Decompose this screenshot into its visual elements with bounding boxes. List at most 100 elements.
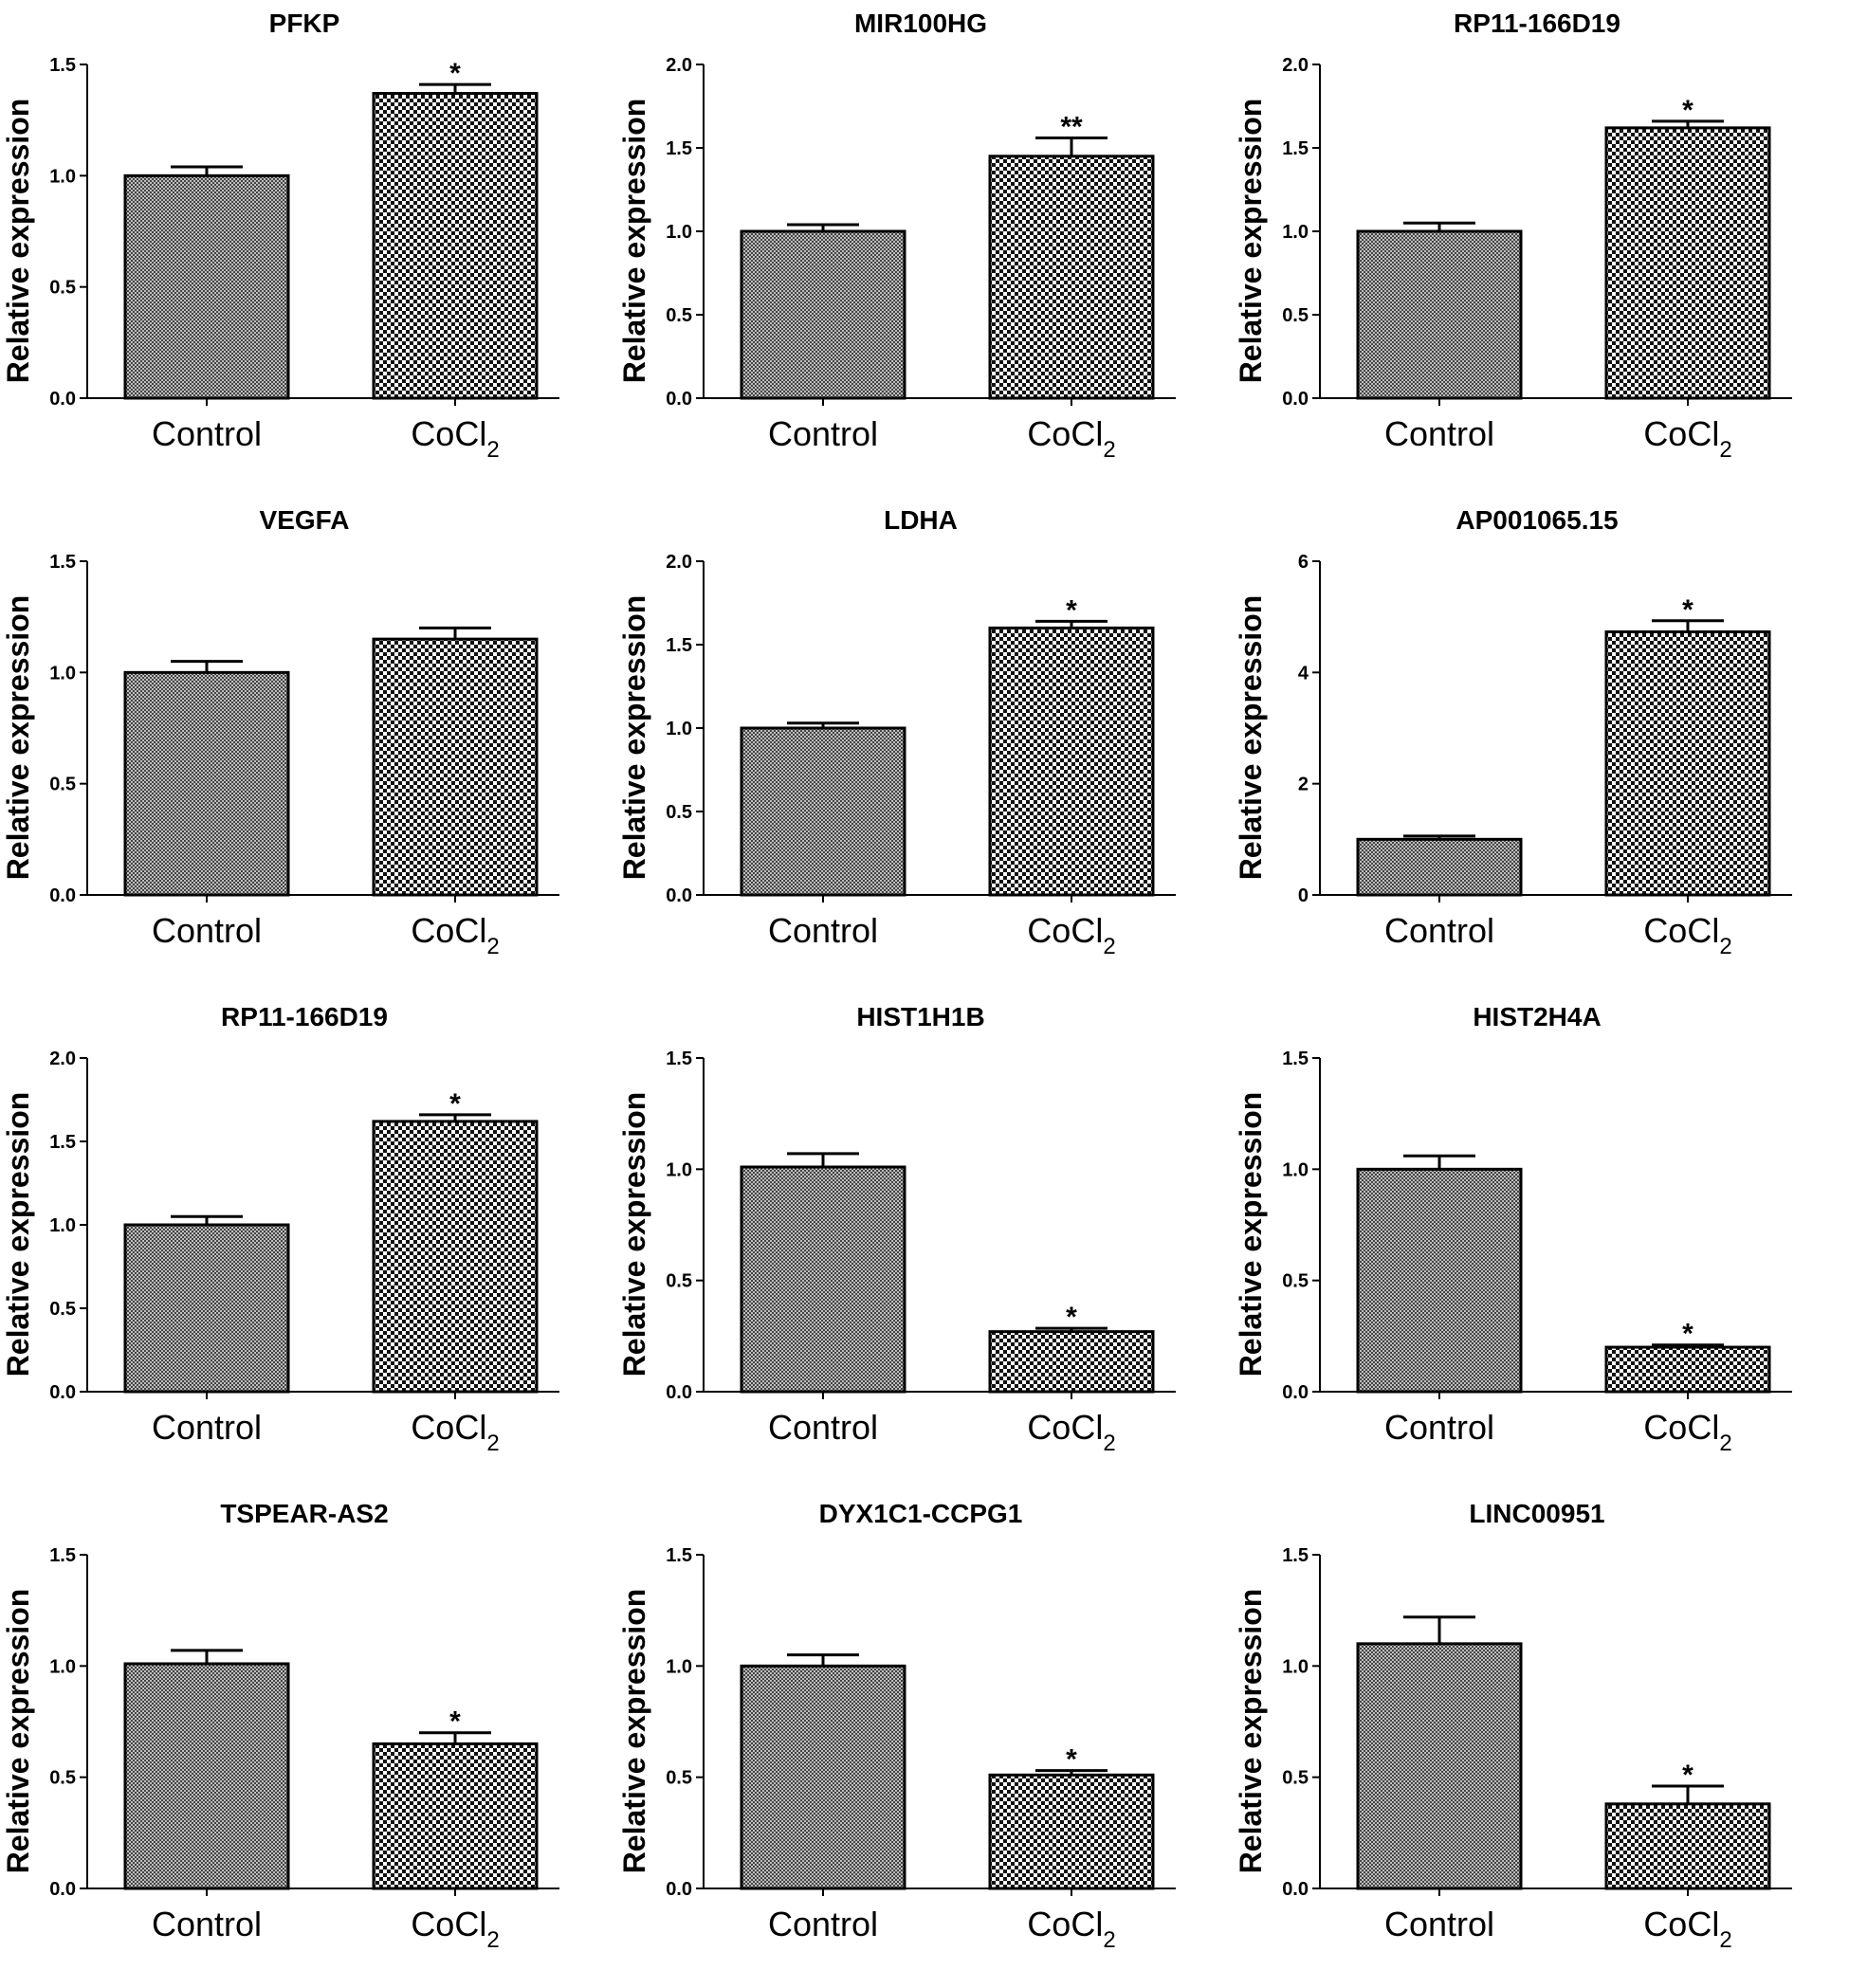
x-category-label: Control [152, 414, 262, 453]
x-category-label: CoCl2 [1027, 911, 1115, 959]
y-axis-label: Relative expression [1234, 1092, 1268, 1377]
y-tick-label: 0.0 [666, 389, 692, 410]
x-category-label: Control [152, 1408, 262, 1447]
y-tick-label: 0.5 [49, 1768, 76, 1789]
y-tick-label: 0.0 [49, 1382, 76, 1403]
x-category-label: Control [152, 911, 262, 950]
bar-chart: PFKP Relative expression 0.0 0.5 1.0 1.5 Contr… [1, 9, 559, 463]
bar-control [740, 229, 906, 400]
y-tick-label: 1.5 [49, 552, 76, 573]
y-tick-label: 0.0 [1282, 389, 1309, 410]
significance-label: * [1682, 1319, 1693, 1350]
bar-chart: VEGFA Relative expression 0.0 0.5 1.0 1.5 Cont… [1, 505, 559, 959]
y-tick-label: 0.5 [666, 1271, 692, 1292]
x-category-label: Control [768, 911, 878, 950]
bar-control [123, 1662, 290, 1890]
bar-cocl2 [1604, 126, 1771, 400]
y-tick-label: 0.5 [1282, 1271, 1309, 1292]
x-category-label: CoCl2 [1027, 414, 1115, 463]
chart-title: RP11-166D19 [221, 1002, 388, 1031]
y-tick-label: 0.5 [49, 1299, 76, 1320]
bar-control [1356, 1167, 1523, 1394]
x-category-label: Control [768, 1408, 878, 1447]
y-tick-label: 1.0 [49, 1656, 76, 1677]
y-tick-label: 1.5 [1282, 138, 1309, 159]
bar-control [1356, 837, 1523, 897]
y-tick-label: 2.0 [49, 1049, 76, 1069]
bar-cocl2 [372, 1742, 539, 1890]
y-tick-label: 2.0 [1282, 55, 1309, 76]
y-tick-label: 1.0 [49, 166, 76, 187]
chart-panel: PFKP Relative expression 0.0 0.5 1.0 1.5 Contr… [0, 0, 616, 497]
chart-panel: LDHA Relative expression 0.0 0.5 1.0 1.5 2.0 Co… [616, 497, 1233, 994]
x-category-label: Control [1384, 414, 1494, 453]
bar-chart: TSPEAR-AS2 Relative expression 0.0 0.5 1.0 1.… [1, 1499, 559, 1953]
chart-title: DYX1C1-CCPG1 [819, 1499, 1023, 1528]
y-tick-label: 0.5 [49, 775, 76, 795]
significance-label: * [449, 58, 461, 89]
chart-panel: HIST2H4A Relative expression 0.0 0.5 1.0 1.5 C… [1233, 994, 1849, 1490]
bar-cocl2 [1604, 1802, 1771, 1890]
chart-panel: LINC00951 Relative expression 0.0 0.5 1.0 1.5… [1233, 1490, 1849, 1987]
y-tick-label: 0.0 [666, 1879, 692, 1900]
y-tick-label: 0.0 [1282, 1382, 1309, 1403]
bar-control [1356, 1642, 1523, 1890]
y-tick-label: 1.5 [666, 635, 692, 656]
bar-cocl2 [988, 155, 1155, 400]
y-axis-label: Relative expression [617, 595, 651, 881]
y-tick-label: 0.0 [49, 885, 76, 906]
significance-label: * [1066, 594, 1077, 626]
x-category-label: CoCl2 [411, 414, 499, 463]
y-tick-label: 1.5 [49, 55, 76, 76]
bar-cocl2 [988, 1330, 1155, 1394]
x-category-label: Control [1384, 911, 1494, 950]
y-tick-label: 1.0 [49, 1215, 76, 1236]
bar-control [1356, 229, 1523, 400]
bar-control [123, 1223, 290, 1394]
significance-label: * [449, 1088, 461, 1120]
y-tick-label: 2.0 [666, 55, 692, 76]
x-category-label: Control [768, 1905, 878, 1943]
x-category-label: CoCl2 [1027, 1905, 1115, 1953]
y-axis-label: Relative expression [617, 1092, 651, 1377]
y-axis-label: Relative expression [1, 1589, 35, 1874]
bar-cocl2 [988, 626, 1155, 897]
chart-panel: VEGFA Relative expression 0.0 0.5 1.0 1.5 Cont… [0, 497, 616, 994]
y-tick-label: 0.5 [666, 305, 692, 326]
y-tick-label: 1.5 [1282, 1545, 1309, 1566]
y-tick-label: 6 [1298, 552, 1309, 573]
y-tick-label: 0.5 [666, 802, 692, 823]
y-tick-label: 0.0 [1282, 1879, 1309, 1900]
significance-label: * [1682, 1760, 1693, 1791]
chart-panel: DYX1C1-CCPG1 Relative expression 0.0 0.5 1.0… [616, 1490, 1233, 1987]
y-axis-label: Relative expression [1234, 595, 1268, 881]
y-tick-label: 1.5 [666, 1049, 692, 1069]
chart-title: PFKP [269, 9, 340, 38]
bar-control [740, 1165, 906, 1394]
x-category-label: CoCl2 [1643, 1408, 1731, 1456]
y-tick-label: 1.0 [1282, 1159, 1309, 1180]
chart-panel: RP11-166D19 Relative expression 0.0 0.5 1.0 1… [1233, 0, 1849, 497]
x-category-label: CoCl2 [1027, 1408, 1115, 1456]
y-tick-label: 1.5 [49, 1545, 76, 1566]
x-category-label: CoCl2 [411, 911, 499, 959]
bar-chart: RP11-166D19 Relative expression 0.0 0.5 1.0 1… [1, 1002, 559, 1456]
y-tick-label: 1.0 [666, 222, 692, 243]
y-axis-label: Relative expression [1, 99, 35, 384]
x-category-label: Control [1384, 1905, 1494, 1943]
bar-cocl2 [372, 637, 539, 897]
chart-panel: AP001065.15 Relative expression 0 2 4 6 Contro… [1233, 497, 1849, 994]
significance-label: * [1682, 95, 1693, 126]
chart-panel: TSPEAR-AS2 Relative expression 0.0 0.5 1.0 1.… [0, 1490, 616, 1987]
chart-title: TSPEAR-AS2 [220, 1499, 388, 1528]
bar-chart: RP11-166D19 Relative expression 0.0 0.5 1.0 1… [1234, 9, 1792, 463]
y-tick-label: 1.0 [1282, 1656, 1309, 1677]
significance-label: * [1066, 1302, 1077, 1333]
x-category-label: CoCl2 [1643, 414, 1731, 463]
bar-control [123, 670, 290, 897]
y-axis-label: Relative expression [1234, 99, 1268, 384]
significance-label: ** [1060, 111, 1083, 142]
y-tick-label: 2.0 [666, 552, 692, 573]
y-tick-label: 0.5 [1282, 1768, 1309, 1789]
y-tick-label: 1.0 [49, 663, 76, 684]
